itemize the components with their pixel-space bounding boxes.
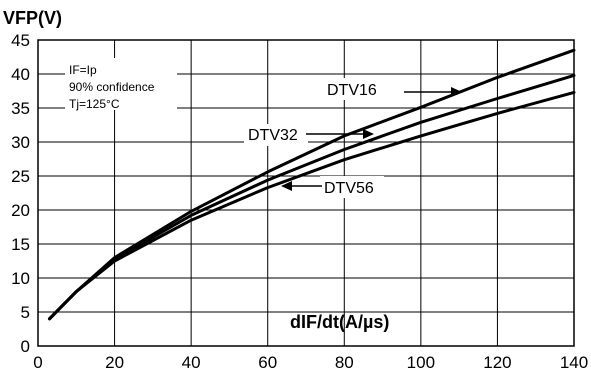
conditions-box <box>65 58 177 110</box>
condition-temperature: Tj=125°C <box>69 97 120 111</box>
x-axis-label: dIF/dt(A/µs) <box>290 312 389 332</box>
series-label-dtv32: DTV32 <box>248 127 298 144</box>
y-tick-label: 20 <box>11 201 30 220</box>
condition-confidence: 90% confidence <box>69 80 155 94</box>
y-tick-label: 40 <box>11 65 30 84</box>
series-line-dtv56 <box>48 90 576 321</box>
arrowhead-dtv16-icon <box>451 87 462 97</box>
y-tick-label: 25 <box>11 167 30 186</box>
x-tick-label: 20 <box>105 353 124 372</box>
y-tick-label: 30 <box>11 133 30 152</box>
series-labels: DTV16 DTV32 DTV56 <box>244 78 462 198</box>
y-axis-label: VFP(V) <box>3 8 62 28</box>
series-line-dtv32 <box>48 73 576 321</box>
x-tick-label: 120 <box>483 353 511 372</box>
y-tick-label: 15 <box>11 235 30 254</box>
arrowhead-dtv56-icon <box>281 181 292 191</box>
x-tick-label: 40 <box>182 353 201 372</box>
grid <box>37 39 575 347</box>
y-tick-label: 5 <box>21 303 30 322</box>
x-tick-label: 100 <box>407 353 435 372</box>
x-tick-label: 80 <box>335 353 354 372</box>
y-tick-label: 0 <box>21 337 30 356</box>
x-tick-label: 0 <box>33 353 42 372</box>
y-tick-label: 45 <box>11 31 30 50</box>
plot-frame <box>37 39 575 347</box>
y-tick-label: 10 <box>11 269 30 288</box>
x-tick-label: 140 <box>560 353 588 372</box>
tick-labels: 0 20 40 60 80 100 120 140 0 5 10 15 20 25 30 35 40 45 <box>11 31 588 372</box>
series-curves <box>48 48 576 321</box>
x-tick-label: 60 <box>258 353 277 372</box>
arrowhead-dtv32-icon <box>363 129 374 139</box>
series-label-dtv16: DTV16 <box>327 82 377 99</box>
series-label-dtv56: DTV56 <box>324 180 374 197</box>
y-tick-label: 35 <box>11 99 30 118</box>
condition-if: IF=Ip <box>69 63 97 77</box>
